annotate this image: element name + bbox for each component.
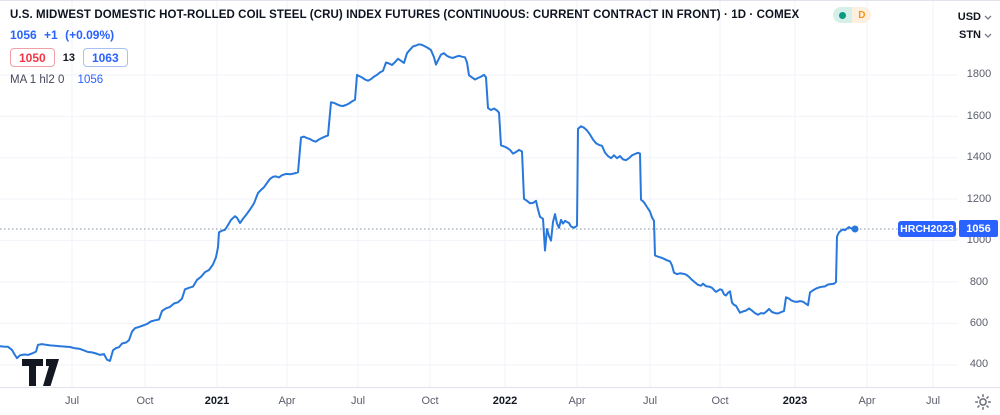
x-axis-label: Apr bbox=[278, 395, 296, 407]
price-scale[interactable]: 400 600 800 1000 1200 1400 1600 1800 bbox=[958, 1, 1000, 387]
y-axis-label: 1800 bbox=[966, 68, 992, 81]
y-axis-label: 400 bbox=[969, 358, 989, 371]
chevron-down-icon bbox=[984, 33, 992, 38]
ask-button[interactable]: 1063 bbox=[82, 48, 128, 67]
ma-indicator-row[interactable]: MA 1 hl2 0 1056 bbox=[10, 74, 871, 86]
ma-indicator-value: 1056 bbox=[77, 74, 104, 86]
x-axis-label: 2023 bbox=[782, 395, 808, 407]
last-price-badge: 1056 bbox=[959, 220, 998, 238]
y-axis-label: 1000 bbox=[966, 234, 992, 247]
unit-label: STN bbox=[959, 29, 981, 41]
gear-icon[interactable] bbox=[974, 393, 992, 411]
contract-label-badge: HRCH2023 bbox=[898, 220, 956, 237]
x-axis-label: Jul bbox=[642, 395, 658, 407]
spread-value: 13 bbox=[62, 51, 75, 64]
price-line-series bbox=[0, 43, 856, 362]
currency-label: USD bbox=[957, 11, 981, 23]
y-axis-label: 1200 bbox=[966, 192, 992, 205]
y-axis-label: 1600 bbox=[966, 109, 992, 122]
time-scale[interactable]: Jul Oct 2021 Apr Jul Oct 2022 Apr Jul Oct 2023 Apr J… bbox=[0, 387, 1000, 415]
chevron-down-icon bbox=[984, 15, 992, 20]
bid-button[interactable]: 1050 bbox=[10, 48, 55, 67]
y-axis-label: 600 bbox=[969, 316, 989, 329]
x-axis-label: Oct bbox=[711, 395, 729, 407]
bid-ask-row: 1050 13 1063 bbox=[10, 48, 871, 67]
ma-indicator-label: MA 1 hl2 0 bbox=[10, 74, 65, 86]
quote-row: 1056 +1 (+0.09%) bbox=[10, 28, 871, 42]
last-price-value: 1056 bbox=[10, 28, 37, 42]
market-open-icon bbox=[833, 7, 853, 23]
x-axis-label: 2022 bbox=[492, 395, 518, 407]
y-axis-label: 1400 bbox=[966, 151, 992, 164]
symbol-legend: U.S. MIDWEST DOMESTIC HOT-ROLLED COIL ST… bbox=[10, 7, 872, 86]
price-change-value: +1 bbox=[44, 28, 58, 42]
scale-unit-toggles: USD STN bbox=[958, 8, 992, 44]
symbol-title[interactable]: U.S. MIDWEST DOMESTIC HOT-ROLLED COIL ST… bbox=[10, 9, 800, 21]
tradingview-logo-icon[interactable] bbox=[22, 359, 66, 386]
notification-badge: D bbox=[852, 7, 872, 23]
x-axis-label: Jul bbox=[350, 395, 366, 407]
x-axis-label: Oct bbox=[421, 395, 439, 407]
x-axis-label: Apr bbox=[568, 395, 586, 407]
y-axis-label: 800 bbox=[969, 275, 989, 288]
x-axis-label: Jul bbox=[925, 395, 941, 407]
x-axis-label: Jul bbox=[64, 395, 80, 407]
x-axis-label: Apr bbox=[858, 395, 876, 407]
x-axis-label: Oct bbox=[136, 395, 154, 407]
x-axis-label: 2021 bbox=[204, 395, 230, 407]
unit-toggle[interactable]: STN bbox=[958, 26, 992, 44]
market-status-pill[interactable]: D bbox=[833, 7, 872, 23]
price-change-percent: (+0.09%) bbox=[65, 28, 115, 42]
last-point-marker bbox=[851, 225, 859, 233]
currency-toggle[interactable]: USD bbox=[958, 8, 992, 26]
